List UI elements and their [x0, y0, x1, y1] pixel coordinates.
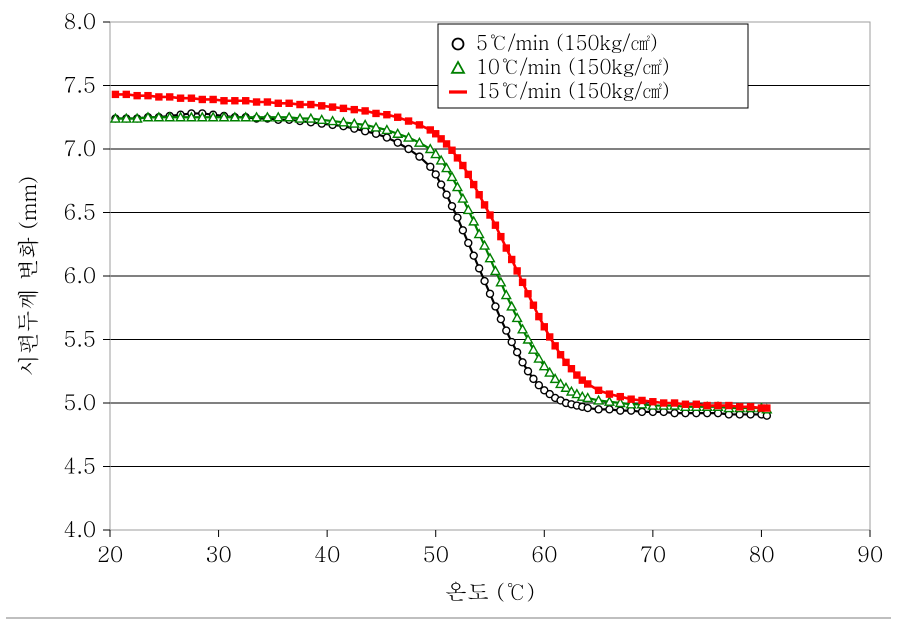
chart-svg: 20 30 40 50 60 70 80 90 4.0 4.5 5.0 5.5 6.0 6.5 7.0 7.5… — [0, 0, 897, 622]
x-tick-label: 20 — [97, 538, 123, 569]
x-tick-label: 40 — [314, 538, 340, 569]
y-tick-label: 7.5 — [63, 69, 96, 100]
x-tick-label: 70 — [640, 538, 666, 569]
x-tick-label: 90 — [857, 538, 883, 569]
x-tick-label: 60 — [531, 538, 557, 569]
y-tick-label: 6.5 — [63, 196, 96, 227]
x-tick-label: 80 — [748, 538, 774, 569]
y-tick-label: 6.0 — [63, 259, 96, 290]
legend-item-label: 15℃/min (150kg/㎠) — [476, 75, 670, 104]
y-axis-label: 시편두께 변화 (mm) — [12, 176, 43, 376]
x-axis-label: 온도 (℃) — [445, 576, 535, 607]
x-tick-label: 50 — [423, 538, 449, 569]
chart-container: 20 30 40 50 60 70 80 90 4.0 4.5 5.0 5.5 6.0 6.5 7.0 7.5… — [0, 0, 897, 622]
x-tick-label: 30 — [205, 538, 231, 569]
y-tick-label: 4.5 — [63, 450, 96, 481]
y-tick-label: 4.0 — [63, 513, 96, 544]
y-tick-label: 7.0 — [63, 132, 96, 163]
y-tick-label: 5.5 — [63, 323, 96, 354]
y-tick-label: 8.0 — [63, 5, 96, 36]
y-tick-label: 5.0 — [63, 386, 96, 417]
